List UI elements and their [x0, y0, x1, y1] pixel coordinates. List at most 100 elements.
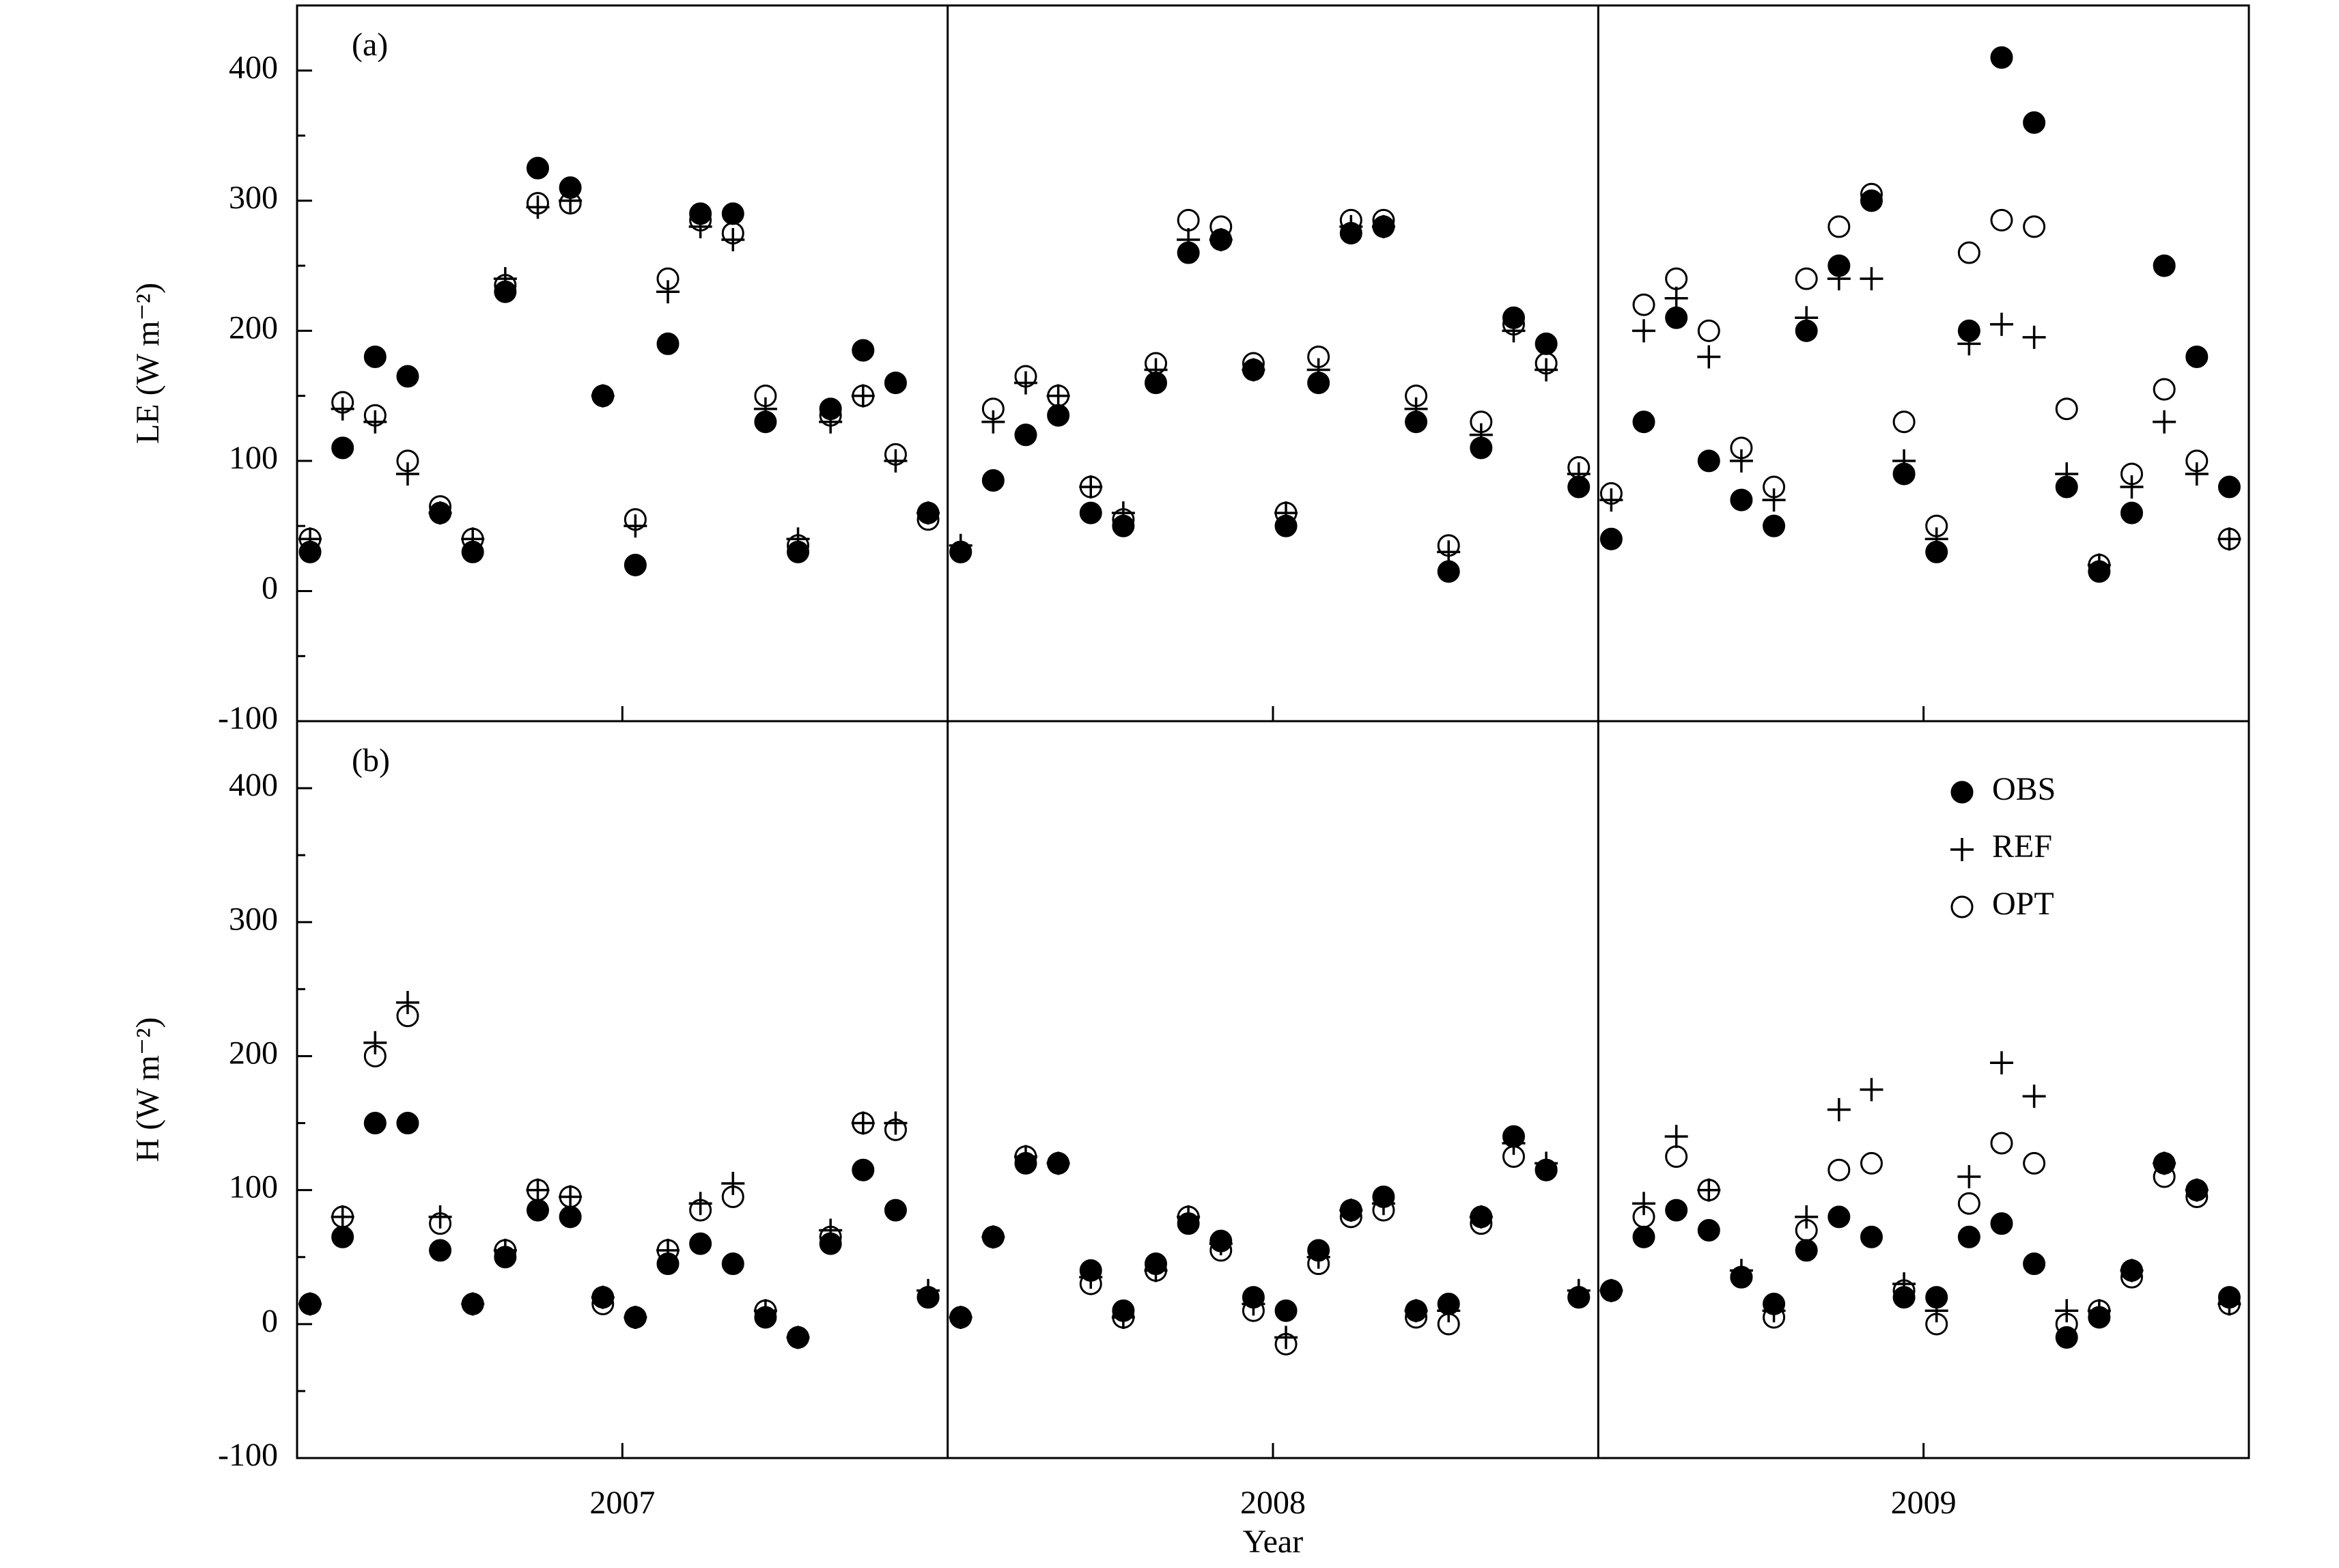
y-tick-label: -100 [218, 700, 278, 736]
x-axis-label: Year [1243, 1524, 1303, 1560]
data-point [2023, 111, 2046, 134]
data-point [2023, 215, 2046, 238]
data-point [1274, 501, 1298, 524]
data-point [787, 1326, 810, 1349]
data-point [2153, 410, 2176, 434]
data-point [1827, 1205, 1851, 1229]
data-point [949, 1306, 972, 1329]
data-point [1112, 1306, 1135, 1329]
data-point [1763, 475, 1786, 499]
data-point [754, 1299, 777, 1322]
x-tick-label: 2007 [589, 1485, 655, 1521]
data-point [1599, 1279, 1623, 1302]
legend-label: OBS [1992, 771, 2056, 807]
data-point [2120, 501, 2144, 524]
data-point [721, 1171, 745, 1195]
data-point [1697, 345, 1721, 369]
data-point [1437, 1313, 1460, 1336]
data-point [461, 1292, 484, 1315]
y-tick-label: 0 [262, 570, 278, 606]
panel-label: (b) [352, 742, 390, 779]
data-point [753, 1299, 777, 1323]
data-point [2088, 1299, 2111, 1322]
data-point [1404, 397, 1428, 421]
data-point [1924, 1299, 1948, 1323]
data-point [1242, 352, 1265, 375]
data-point [298, 1292, 322, 1316]
x-tick-label: 2008 [1240, 1485, 1306, 1521]
data-point [981, 1225, 1005, 1249]
data-point [1665, 1199, 1688, 1222]
data-point [1632, 293, 1655, 316]
y-tick-label: 300 [229, 180, 278, 216]
data-point [363, 1031, 387, 1054]
data-point [819, 1225, 842, 1248]
data-point [331, 436, 354, 460]
data-point [2185, 449, 2209, 473]
data-point [461, 527, 485, 551]
y-tick-label: 100 [229, 440, 278, 476]
data-point [396, 365, 419, 388]
data-point [981, 397, 1005, 421]
data-point [1665, 306, 1688, 329]
data-point [1306, 358, 1330, 382]
y-tick-label: -100 [218, 1437, 278, 1473]
data-point [1990, 1132, 2013, 1155]
data-point [1827, 1158, 1851, 1181]
data-point [2217, 475, 2241, 499]
data-point [1860, 1151, 1883, 1175]
data-point [429, 1212, 452, 1235]
data-point [559, 192, 582, 215]
data-point [298, 527, 322, 551]
x-tick-label: 2009 [1891, 1485, 1957, 1521]
legend-label: OPT [1992, 886, 2054, 922]
data-point [786, 1326, 810, 1349]
data-point [298, 527, 322, 550]
data-point [1274, 1299, 1298, 1322]
plot-frame [296, 720, 2250, 1459]
data-point [363, 1044, 387, 1067]
y-tick-label: 400 [229, 767, 278, 803]
data-point [1664, 286, 1688, 310]
data-point [916, 508, 940, 531]
data-point [656, 1238, 680, 1262]
data-point [2087, 1299, 2111, 1323]
data-point [1145, 1259, 1168, 1282]
data-point [851, 1111, 875, 1135]
data-point [1924, 527, 1948, 551]
data-point [2055, 397, 2078, 421]
data-point [526, 156, 549, 180]
data-point [461, 527, 484, 550]
data-point [1892, 449, 1916, 473]
data-point [1860, 1225, 1883, 1248]
data-point [721, 1252, 744, 1276]
data-point [721, 1185, 744, 1208]
data-point [1209, 1239, 1233, 1262]
data-point [1632, 319, 1656, 343]
data-point [689, 1199, 712, 1222]
y-tick-label: 100 [229, 1169, 278, 1205]
data-point [2217, 527, 2241, 550]
data-point [1047, 404, 1070, 427]
data-point [559, 1185, 583, 1209]
data-point [363, 404, 387, 427]
data-point [2023, 1151, 2046, 1175]
data-point [1502, 1131, 1526, 1155]
data-point [1957, 241, 1980, 264]
data-point [1046, 1151, 1070, 1175]
y-tick-label: 300 [229, 901, 278, 937]
data-point [526, 1179, 549, 1202]
data-point [787, 534, 810, 557]
data-point [1112, 508, 1135, 531]
data-point [851, 384, 875, 408]
legend-marker [1950, 838, 1974, 861]
data-point [1990, 208, 2013, 232]
legend-marker [1950, 781, 1974, 804]
data-point [1567, 1286, 1591, 1309]
data-point [656, 280, 680, 304]
data-point [981, 410, 1005, 434]
data-point [689, 1232, 712, 1255]
data-point [1697, 1179, 1720, 1202]
